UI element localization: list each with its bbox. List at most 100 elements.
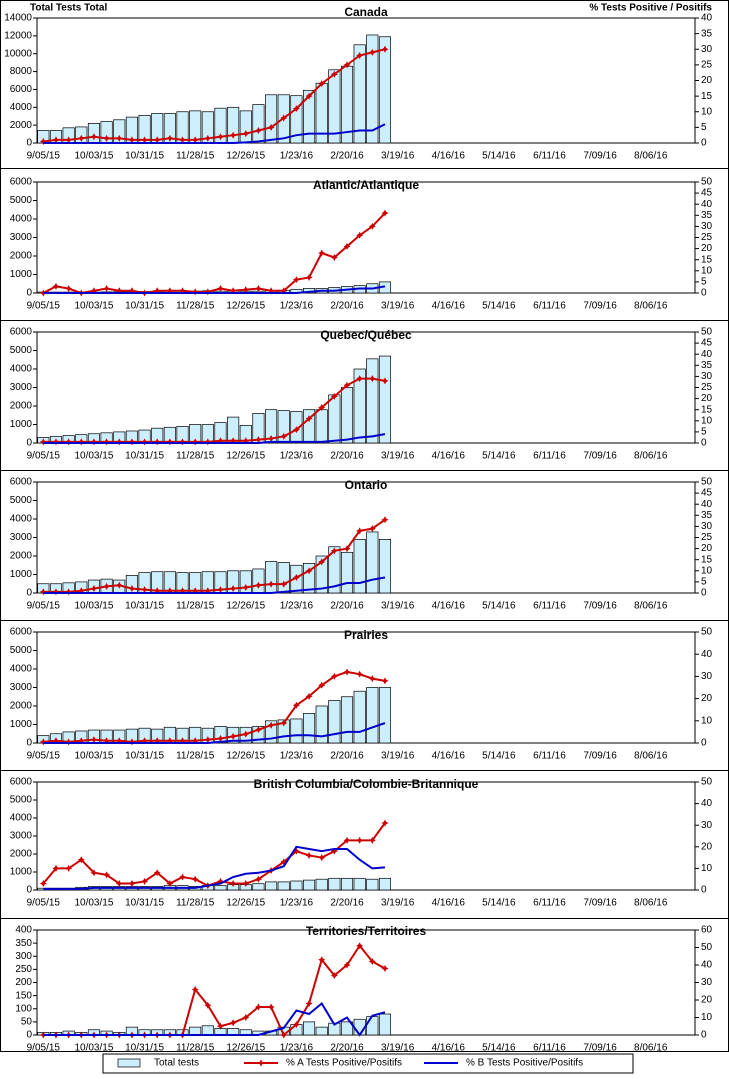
- line-marker: [115, 880, 123, 888]
- y-tick-label: 2000: [10, 849, 33, 860]
- line-marker: [254, 285, 262, 293]
- y2-tick-label: 60: [701, 925, 713, 936]
- y2-tick-label: 0: [701, 438, 707, 449]
- legend-swatch: [117, 1058, 141, 1068]
- y-tick-label: 1000: [10, 867, 33, 878]
- bar: [265, 94, 278, 144]
- line-marker: [141, 586, 149, 594]
- line-marker: [191, 438, 199, 446]
- y-tick-label: 200: [15, 977, 32, 988]
- line-marker: [153, 438, 161, 446]
- y-tick-label: 2000: [10, 701, 33, 712]
- y-tick-label: 3000: [10, 532, 33, 543]
- line-marker: [39, 588, 47, 596]
- x-tick-label: 6/11/16: [533, 301, 566, 312]
- y-tick-label: 5000: [10, 645, 33, 656]
- x-tick-label: 7/09/16: [583, 151, 617, 162]
- line-marker: [128, 880, 136, 888]
- bar: [303, 563, 316, 594]
- line-marker: [242, 730, 250, 738]
- bar: [315, 705, 328, 744]
- x-tick-label: 8/06/16: [634, 601, 668, 612]
- line-marker: [39, 137, 47, 145]
- line-marker: [343, 961, 351, 969]
- legend-box: [102, 1053, 634, 1074]
- x-tick-label: 6/11/16: [533, 751, 566, 762]
- bar: [214, 725, 227, 744]
- line-marker: [204, 438, 212, 446]
- y2-tick-label: 10: [701, 106, 713, 117]
- line-marker: [65, 864, 73, 872]
- line-marker: [191, 587, 199, 595]
- line-marker: [343, 836, 351, 844]
- x-tick-label: 9/05/15: [27, 1043, 61, 1054]
- bar: [315, 1026, 328, 1036]
- x-tick-label: 6/11/16: [533, 601, 566, 612]
- bar: [378, 36, 392, 144]
- bar: [265, 409, 278, 444]
- x-tick-label: 6/11/16: [533, 898, 566, 909]
- line-marker: [368, 675, 376, 683]
- y2-tick-label: 20: [701, 693, 713, 704]
- x-tick-label: 4/16/16: [432, 1043, 466, 1054]
- y-tick-label: 0: [26, 138, 32, 149]
- line-marker: [267, 123, 275, 131]
- line-marker: [191, 986, 199, 993]
- line-marker: [90, 869, 98, 877]
- bar: [378, 1013, 392, 1036]
- y2-tick-label: 50: [701, 627, 713, 638]
- x-tick-label: 3/19/16: [381, 151, 415, 162]
- line-marker: [216, 1022, 224, 1030]
- line-marker: [52, 864, 60, 872]
- y2-tick-label: 25: [701, 60, 713, 71]
- y-tick-label: 0: [26, 885, 32, 896]
- y2-tick-label: 50: [701, 177, 713, 188]
- bar: [328, 69, 341, 144]
- x-tick-label: 11/28/15: [176, 898, 215, 909]
- x-tick-label: 2/20/16: [330, 751, 364, 762]
- line-marker: [52, 588, 60, 596]
- line-marker: [330, 70, 338, 78]
- x-tick-label: 11/28/15: [176, 751, 215, 762]
- line-marker: [305, 851, 313, 859]
- line-marker: [356, 527, 364, 535]
- x-tick-label: 9/05/15: [27, 898, 61, 909]
- line-marker: [368, 48, 376, 56]
- y-tick-label: 0: [26, 738, 32, 749]
- line-marker: [52, 136, 60, 144]
- x-tick-label: 1/23/16: [280, 301, 314, 312]
- x-tick-label: 4/16/16: [432, 151, 466, 162]
- y-tick-label: 4000: [10, 214, 33, 225]
- y-tick-label: 5000: [10, 795, 33, 806]
- line-marker: [368, 375, 376, 383]
- x-tick-label: 1/23/16: [280, 751, 314, 762]
- line-marker: [254, 726, 262, 734]
- x-tick-label: 12/26/15: [226, 751, 265, 762]
- y2-tick-label: 45: [701, 188, 713, 199]
- y2-tick-label: 10: [701, 863, 713, 874]
- y-tick-label: 400: [15, 925, 32, 936]
- y2-tick-label: 20: [701, 841, 713, 852]
- line-marker: [280, 580, 288, 588]
- line-series: [43, 845, 386, 890]
- chart-title: Atlantic/Atlantique: [313, 178, 419, 192]
- line-marker: [128, 287, 136, 295]
- y2-tick-label: 0: [701, 885, 707, 896]
- y2-tick-label: 0: [701, 588, 707, 599]
- line-marker: [166, 287, 174, 295]
- y2-tick-label: 20: [701, 75, 713, 86]
- bar: [366, 34, 379, 144]
- line-marker: [254, 1003, 262, 1011]
- bar: [239, 110, 252, 144]
- line-marker: [153, 136, 161, 144]
- line-marker: [179, 136, 187, 144]
- y2-tick-label: 35: [701, 510, 713, 521]
- y2-tick-label: 40: [701, 499, 713, 510]
- line-marker: [305, 567, 313, 575]
- x-tick-label: 4/16/16: [432, 451, 466, 462]
- x-tick-label: 2/20/16: [330, 451, 364, 462]
- bar: [290, 880, 303, 891]
- y2-tick-label: 10: [701, 715, 713, 726]
- line-marker: [343, 381, 351, 389]
- line-marker: [179, 873, 187, 881]
